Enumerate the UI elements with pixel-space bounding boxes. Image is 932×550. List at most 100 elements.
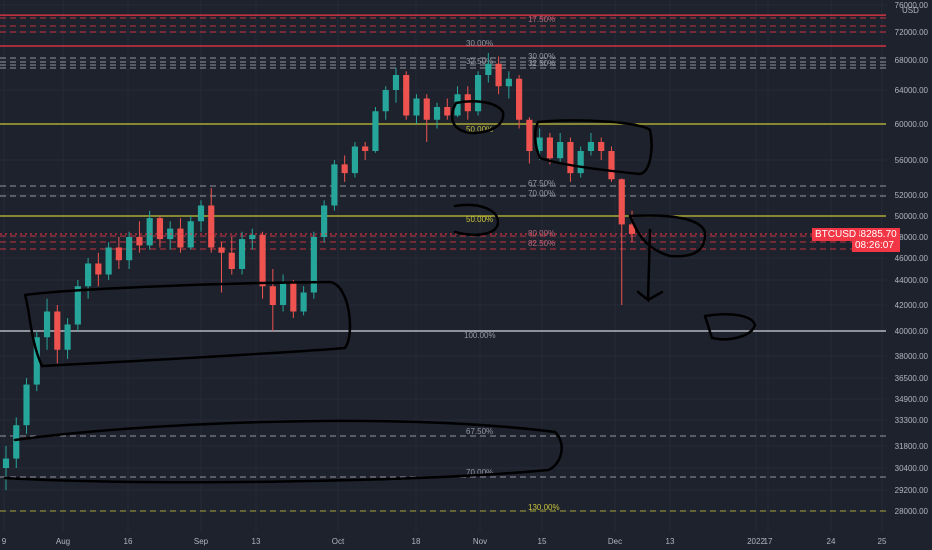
candle-body: [526, 119, 533, 151]
candle-body: [464, 94, 471, 112]
fib-label: 70.00%: [466, 468, 493, 477]
fib-label: 32.50%: [528, 59, 555, 68]
candle-body: [454, 94, 461, 116]
price-tick-label: 76000.00: [895, 1, 929, 10]
price-tick-label: 48000.00: [895, 233, 929, 242]
price-axis: [886, 0, 932, 550]
countdown: 08:26:07: [855, 240, 894, 251]
fib-label: 130.00%: [528, 503, 560, 512]
candle-body: [115, 247, 122, 261]
candle-body: [351, 146, 358, 174]
fib-label: 17.50%: [528, 15, 555, 24]
candle-body: [290, 282, 297, 312]
fib-label: 100.00%: [464, 331, 496, 340]
candle-body: [505, 78, 512, 87]
candle-body: [269, 286, 276, 305]
candle-body: [433, 107, 441, 120]
candle-body: [238, 239, 246, 269]
fib-label: 32.50%: [466, 57, 493, 66]
hand-drawn-annotation: [3, 419, 563, 484]
candle-body: [105, 247, 112, 275]
price-tick-label: 64000.00: [895, 86, 929, 95]
hand-drawn-annotation: [450, 100, 505, 135]
time-tick-label: Dec: [608, 537, 622, 546]
candle-body: [321, 205, 328, 237]
candle-body: [95, 263, 102, 275]
candle-body: [341, 164, 348, 174]
candle-body: [403, 75, 410, 116]
candle-body: [33, 337, 40, 385]
symbol-badge: BTCUSD: [812, 228, 860, 241]
candle-body: [218, 247, 225, 253]
candle-body: [331, 164, 338, 206]
fib-label: 50.00%: [466, 215, 493, 224]
fib-label: 30.00%: [466, 39, 493, 48]
candle-body: [177, 228, 184, 248]
candle-body: [197, 205, 205, 222]
candle-body: [43, 311, 51, 338]
candle-body: [628, 224, 636, 235]
candle-body: [598, 142, 605, 151]
candle-body: [423, 98, 430, 120]
price-tick-label: 28000.00: [895, 507, 929, 516]
candle-body: [536, 137, 543, 151]
price-tick-label: 42000.00: [895, 301, 929, 310]
price-tick-label: 30400.00: [895, 464, 929, 473]
currency-label: USD: [902, 6, 919, 15]
price-tick-label: 68000.00: [895, 56, 929, 65]
last-price: 48285.70: [855, 229, 897, 240]
hand-drawn-annotation: [534, 119, 653, 176]
time-tick-label: Sep: [194, 537, 209, 546]
time-tick-label: 15: [538, 537, 547, 546]
candle-body: [577, 151, 584, 174]
candle-body: [259, 234, 266, 287]
candle-body: [208, 205, 215, 248]
time-tick-label: 17: [764, 537, 773, 546]
time-axis: [0, 532, 932, 550]
candle-body: [85, 263, 92, 287]
candle-body: [567, 142, 574, 174]
time-tick-label: 13: [252, 537, 261, 546]
price-tick-label: 33300.00: [895, 416, 929, 425]
candle-body: [413, 98, 420, 116]
candle-body: [372, 111, 379, 151]
price-tick-label: 29200.00: [895, 486, 929, 495]
candle-body: [54, 311, 61, 350]
price-tick-label: 46000.00: [895, 254, 929, 263]
candle-body: [2, 458, 10, 468]
candle-body: [587, 142, 595, 151]
price-tick-label: 38000.00: [895, 352, 929, 361]
candle-body: [362, 146, 369, 151]
fib-label: 82.50%: [528, 239, 555, 248]
candle-body: [146, 218, 153, 246]
price-tick-label: 72000.00: [895, 28, 929, 37]
candle-body: [64, 324, 71, 350]
price-tick-label: 36500.00: [895, 374, 929, 383]
candle-body: [618, 179, 625, 225]
time-tick-label: 13: [666, 537, 675, 546]
time-tick-label: Oct: [332, 537, 345, 546]
fib-label: 80.00%: [528, 229, 555, 238]
last-price-badge: BTCUSD 48285.70 08:26:07: [812, 228, 900, 252]
candle-body: [516, 78, 523, 120]
time-tick-label: 24: [827, 537, 836, 546]
candle-body: [136, 237, 143, 246]
price-tick-label: 50000.00: [895, 212, 929, 221]
candle-body: [485, 63, 492, 75]
price-tick-label: 31800.00: [895, 442, 929, 451]
candle-body: [74, 286, 81, 325]
candle-body: [392, 75, 400, 90]
candle-body: [23, 384, 30, 426]
fib-label: 30.00%: [528, 52, 555, 61]
time-tick-label: 18: [412, 537, 421, 546]
time-tick-label: 25: [878, 537, 887, 546]
hand-drawn-annotation: [628, 214, 707, 258]
price-tick-label: 60000.00: [895, 120, 929, 129]
hand-drawn-annotation: [636, 228, 664, 303]
candle-body: [280, 282, 287, 305]
candle-body: [474, 75, 482, 112]
candle-body: [495, 63, 502, 87]
time-tick-label: Nov: [473, 537, 487, 546]
